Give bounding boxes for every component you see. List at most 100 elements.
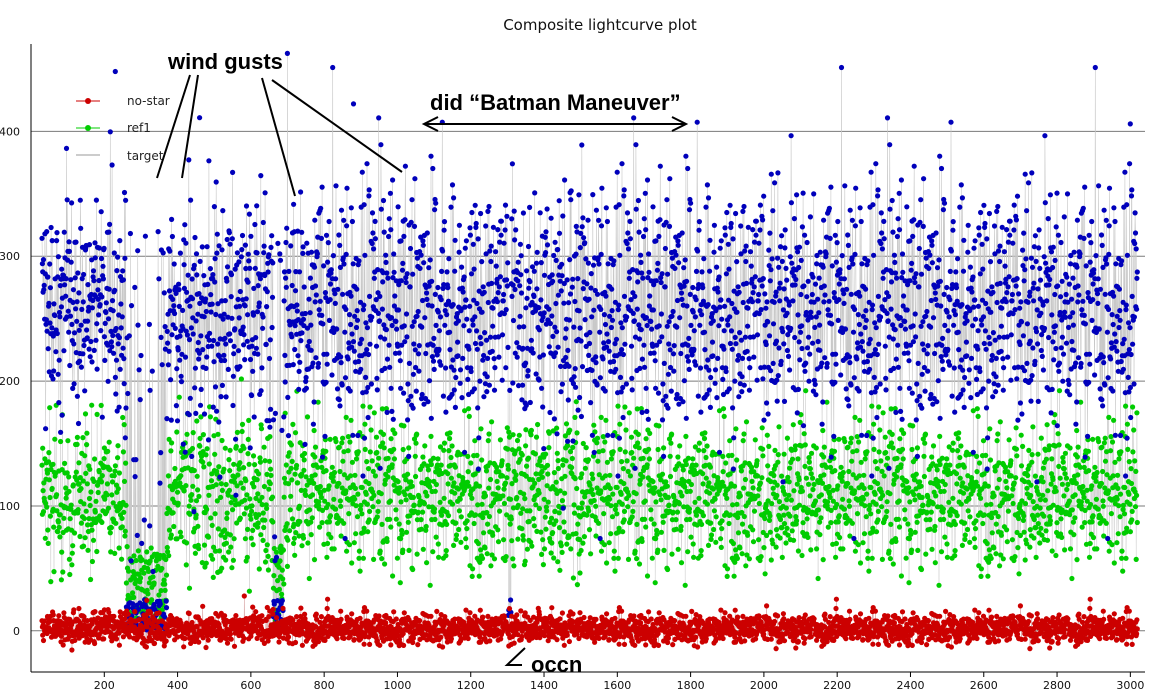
ref1-point-2033 [781, 521, 788, 527]
target-point-1956 [753, 218, 760, 224]
ref1-point-722 [303, 492, 309, 498]
ref1-point-2693 [1022, 501, 1029, 507]
target-point-1733 [672, 265, 678, 271]
ref1-point-1362 [536, 505, 543, 512]
ref1-point-964 [391, 482, 397, 488]
target-point-1931 [744, 348, 750, 354]
ref1-point-2883 [1092, 464, 1098, 470]
target-point-592 [255, 283, 261, 289]
ref1-point-1615 [629, 449, 635, 456]
target-point-1837 [710, 353, 716, 359]
target-point-1867 [721, 346, 727, 352]
target-point-971 [394, 326, 400, 332]
ref1-point-856 [352, 496, 358, 502]
target-point-1927 [743, 258, 749, 265]
target-point-1822 [704, 182, 711, 188]
target-point-1240 [492, 365, 498, 371]
target-point-792 [328, 267, 334, 273]
target-point-1861 [719, 316, 725, 322]
ref1-point-1101 [441, 495, 447, 501]
target-point-1414 [555, 292, 562, 298]
ref1-point-2332 [891, 481, 897, 487]
ref1-point-457 [206, 492, 212, 498]
target-point-794 [329, 372, 335, 378]
target-point-502 [222, 298, 228, 304]
ref1-point-1637 [637, 481, 643, 487]
target-point-244 [128, 558, 134, 564]
target-point-982 [398, 385, 404, 391]
ref1-point-2297 [878, 458, 884, 464]
target-point-324 [157, 601, 163, 607]
ref1-point-1145 [457, 496, 463, 502]
ref1-point-1891 [730, 502, 736, 508]
ref1-point-511 [226, 549, 232, 555]
target-point-1827 [706, 387, 712, 393]
ref1-point-502 [222, 445, 228, 451]
target-point-723 [303, 374, 309, 381]
target-point-1698 [659, 271, 665, 277]
ref1-point-1927 [743, 563, 749, 569]
ref1-point-727 [304, 414, 311, 420]
ref1-point-2285 [873, 529, 880, 535]
target-point-1425 [559, 381, 566, 387]
ref1-point-2657 [1009, 537, 1016, 543]
ref1-point-1191 [474, 452, 480, 458]
target-point-1021 [412, 176, 418, 182]
ref1-point-589 [254, 477, 260, 483]
ref1-point-1564 [610, 449, 616, 455]
target-point-457 [206, 158, 212, 164]
target-point-1561 [609, 308, 615, 314]
target-point-833 [343, 251, 349, 257]
ref1-point-955 [388, 524, 394, 530]
ref1-point-2121 [814, 546, 820, 552]
target-point-1379 [543, 250, 549, 256]
ref1-point-1178 [469, 573, 475, 580]
target-point-55 [59, 412, 65, 418]
target-point-1650 [642, 364, 648, 370]
ref1-point-2964 [1121, 511, 1128, 517]
ref1-point-1583 [617, 446, 623, 452]
target-point-1061 [426, 378, 433, 384]
ref1-point-1014 [409, 483, 415, 489]
ref1-point-1424 [559, 549, 565, 556]
target-point-0 [39, 235, 45, 241]
ref1-point-1577 [615, 403, 621, 409]
target-point-1520 [594, 382, 600, 388]
target-point-422 [193, 318, 199, 324]
ref1-point-804 [333, 506, 339, 512]
target-point-439 [199, 244, 205, 250]
ref1-point-593 [256, 471, 262, 477]
target-point-134 [88, 338, 94, 345]
target-point-1337 [527, 399, 533, 406]
target-point-1364 [537, 210, 543, 216]
target-point-531 [233, 492, 239, 498]
ref1-point-2313 [884, 508, 890, 514]
target-point-1327 [524, 268, 530, 274]
ref1-point-2478 [944, 541, 950, 547]
target-point-1111 [445, 285, 451, 291]
ref1-point-786 [326, 483, 332, 489]
ref1-point-1134 [453, 536, 459, 543]
ref1-point-778 [323, 468, 329, 474]
ref1-point-1354 [533, 434, 540, 440]
ref1-point-1502 [588, 551, 594, 557]
target-point-938 [382, 336, 388, 342]
ref1-point-1798 [696, 447, 702, 453]
target-point-1001 [405, 417, 411, 423]
ref1-point-75 [66, 556, 72, 562]
target-point-653 [277, 257, 284, 263]
ref1-point-403 [186, 503, 192, 509]
ref1-point-2642 [1004, 485, 1010, 491]
ref1-point-1476 [578, 547, 584, 554]
ref1-point-2697 [1024, 485, 1030, 491]
target-point-712 [299, 330, 305, 336]
ref1-point-659 [280, 576, 286, 582]
ref1-point-690 [291, 521, 297, 527]
ref1-point-1536 [600, 448, 606, 454]
target-point-539 [236, 259, 242, 265]
ref1-point-2397 [914, 445, 921, 451]
ref1-point-594 [256, 512, 262, 518]
target-point-398 [184, 332, 190, 338]
target-point-1220 [485, 355, 491, 361]
ref1-point-2322 [887, 491, 893, 497]
